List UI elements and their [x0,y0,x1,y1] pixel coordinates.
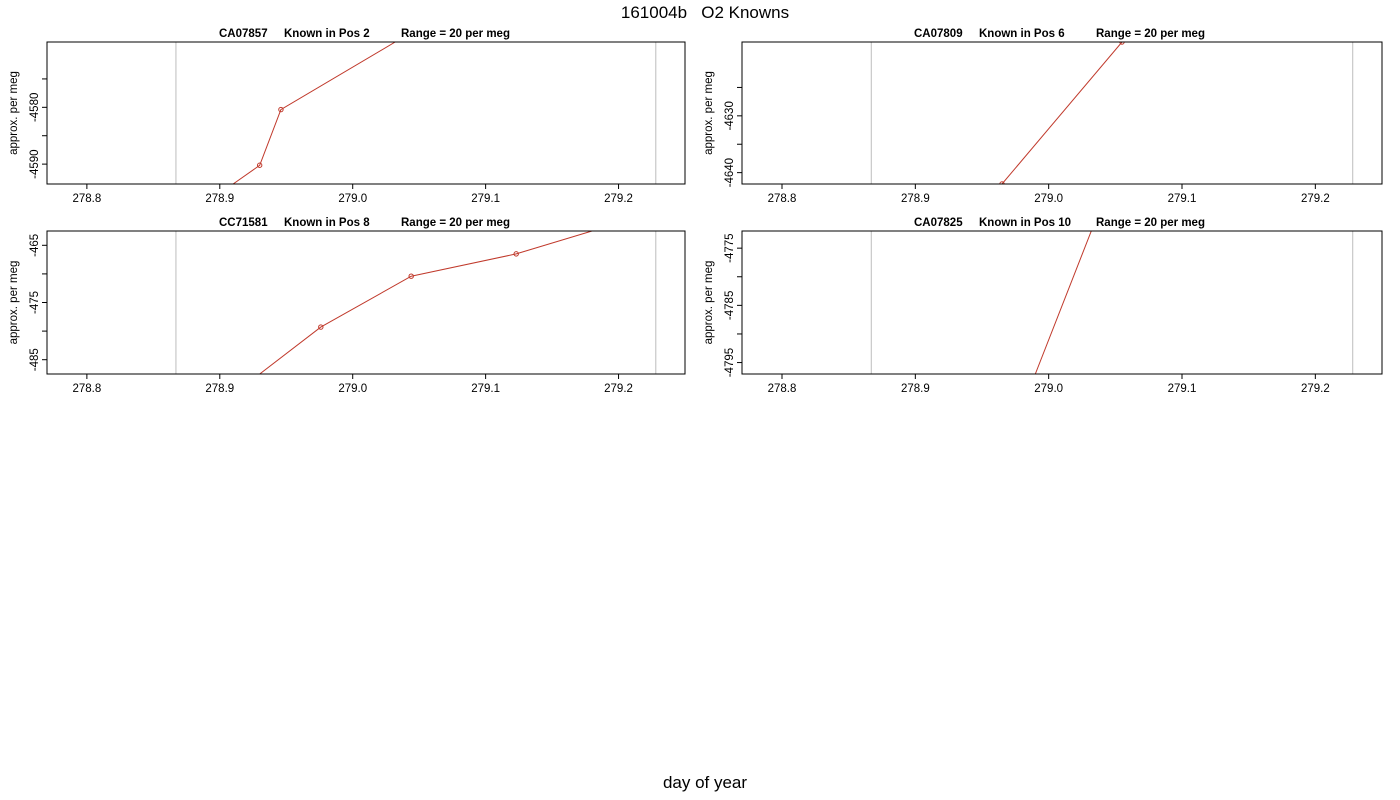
plot-frame [46,41,686,185]
panel-ca07809: 278.8 278.9 279.0 279.1 279.2 -4640 -4630 appro… [703,28,1383,205]
x-tick-label: 278.8 [72,193,101,205]
data-point [513,251,519,257]
panel-id: CA07857 [219,28,268,40]
x-tick-label: 279.1 [1168,193,1197,205]
y-axis-label: approx. per meg [703,261,715,345]
panel-range-label: Range = 20 per meg [1096,28,1205,40]
panel-known-label: Known in Pos 10 [979,217,1071,229]
x-tick-label: 279.2 [1301,193,1330,205]
data-point [256,162,263,168]
x-tick-label: 279.1 [471,383,500,395]
data-point [1119,42,1125,45]
y-axis-label: approx. per meg [8,261,20,345]
x-tick-label: 278.9 [205,383,234,395]
panel-id: CC71581 [219,217,268,229]
y-tick-label: -485 [29,348,41,371]
x-tick-label: 279.0 [1034,193,1063,205]
x-tick-label: 279.0 [338,383,367,395]
x-tick-label: 278.9 [901,383,930,395]
plot-frame [741,230,1383,375]
series-line [232,42,396,184]
panel-known-label: Known in Pos 2 [284,28,370,40]
y-axis-label: approx. per meg [8,71,20,155]
y-tick-label: -4785 [724,291,736,320]
panel-ca07825: 278.8 278.9 279.0 279.1 279.2 -4795 -4785 -4775… [703,217,1383,395]
x-axis-title: day of year [662,773,748,792]
series-line [259,231,593,374]
data-point [408,273,414,279]
panel-ca07857: 278.8 278.9 279.0 279.1 279.2 -4590 -4580 appro… [8,28,686,205]
y-tick-label: -4795 [724,348,736,377]
y-tick-label: -475 [29,291,41,314]
plot-frame [46,230,686,375]
x-tick-label: 279.2 [604,193,633,205]
series-line [1001,42,1123,184]
panel-id: CA07825 [914,217,963,229]
y-tick-label: -4580 [29,93,41,122]
panel-range-label: Range = 20 per meg [401,217,510,229]
data-point [999,181,1005,184]
y-tick-label: -4630 [724,101,736,130]
panel-known-label: Known in Pos 6 [979,28,1065,40]
x-tick-label: 278.9 [205,193,234,205]
y-tick-label: -4775 [724,233,736,262]
x-tick-label: 278.9 [901,193,930,205]
plot-frame [741,41,1383,185]
x-tick-label: 279.2 [1301,383,1330,395]
panel-range-label: Range = 20 per meg [401,28,510,40]
main-title: 161004b O2 Knowns [620,3,790,22]
x-tick-label: 279.2 [604,383,633,395]
y-tick-label: -4590 [29,149,41,178]
x-tick-label: 278.8 [72,383,101,395]
x-tick-label: 279.1 [1168,383,1197,395]
panel-known-label: Known in Pos 8 [284,217,370,229]
data-point [278,106,284,113]
x-tick-label: 279.0 [1034,383,1063,395]
x-tick-label: 279.0 [338,193,367,205]
x-tick-label: 278.8 [768,193,797,205]
x-tick-label: 279.1 [471,193,500,205]
panel-id: CA07809 [914,28,963,40]
y-axis-label: approx. per meg [703,71,715,155]
panel-cc71581: 278.8 278.9 279.0 279.1 279.2 -485 -475 -465 app… [8,217,686,395]
y-tick-label: -4640 [724,158,736,187]
x-tick-label: 278.8 [768,383,797,395]
data-point [318,324,324,330]
series-line [1034,231,1092,374]
panel-range-label: Range = 20 per meg [1096,217,1205,229]
y-tick-label: -465 [29,234,41,257]
